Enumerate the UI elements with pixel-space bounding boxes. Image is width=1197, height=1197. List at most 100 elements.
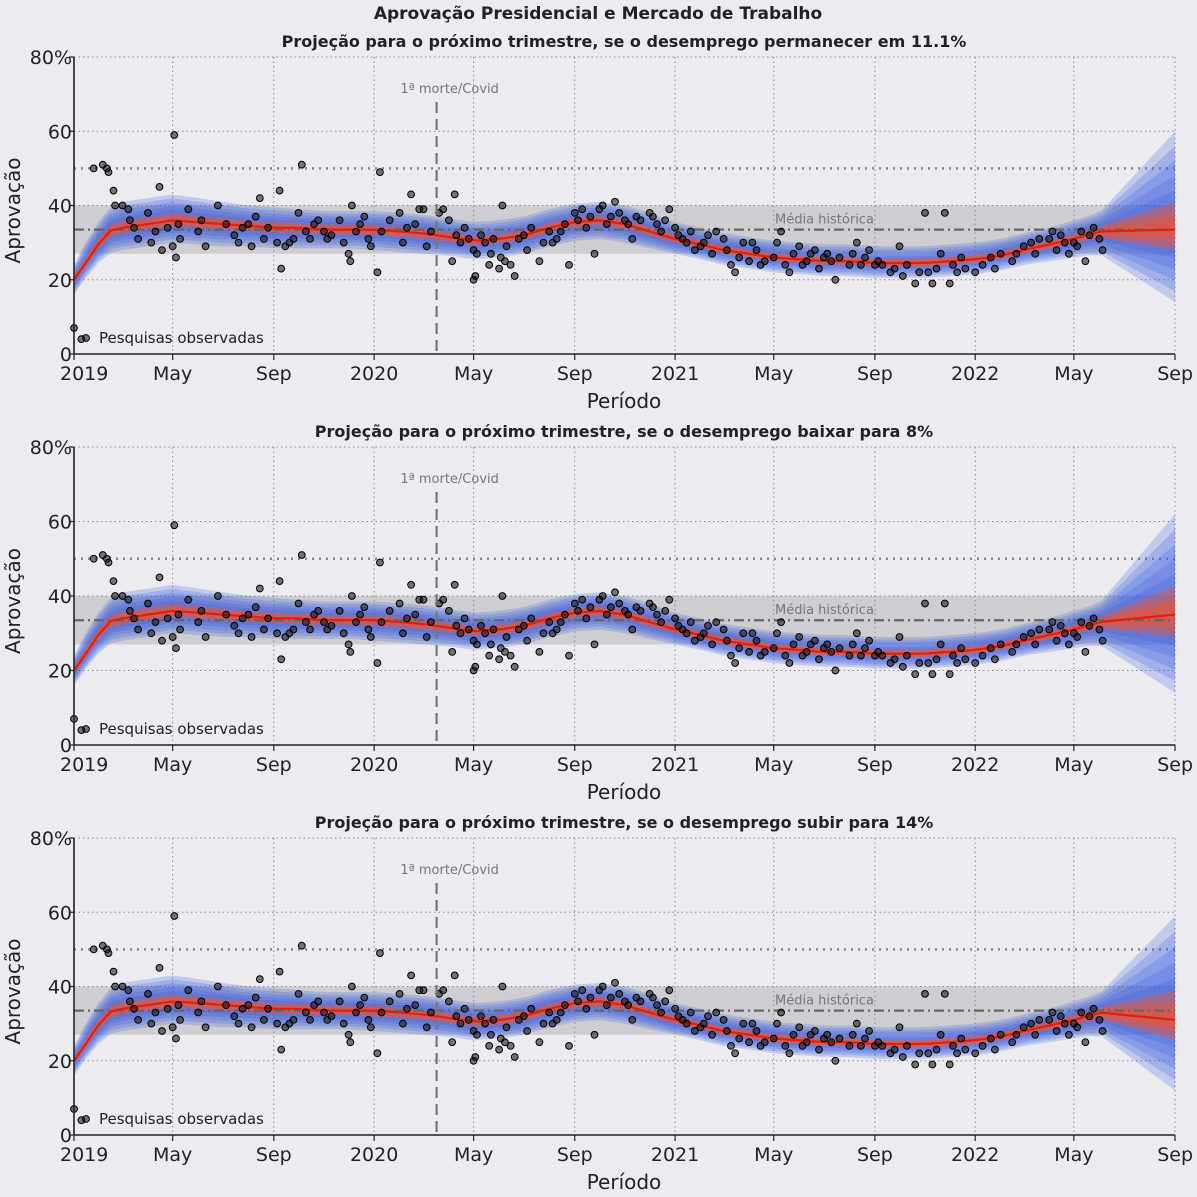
poll-point [277, 1045, 286, 1054]
poll-point [419, 595, 428, 604]
poll-point [385, 216, 394, 225]
poll-point [739, 238, 748, 247]
poll-point [163, 223, 172, 232]
poll-point [176, 625, 185, 634]
poll-point [506, 651, 515, 660]
poll-point [495, 264, 504, 273]
poll-point [653, 1001, 661, 1009]
poll-point [510, 1053, 519, 1061]
poll-point [598, 592, 607, 600]
x-tick-label: 2019 [60, 363, 108, 385]
poll-point [924, 268, 933, 277]
poll-point [448, 1038, 457, 1047]
poll-point [495, 655, 504, 664]
poll-point [174, 220, 183, 229]
poll-point [561, 220, 569, 229]
poll-point [464, 625, 473, 634]
poll-point [399, 1019, 407, 1028]
poll-point [1098, 636, 1107, 645]
historical-band-label: Média histórica [775, 603, 874, 618]
poll-point [1052, 1027, 1061, 1035]
poll-point [344, 249, 353, 258]
poll-point [628, 625, 637, 634]
poll-point [748, 629, 757, 638]
y-tick-label: 20 [48, 1051, 72, 1073]
poll-point [940, 990, 949, 998]
poll-point [811, 636, 819, 645]
poll-point [364, 1016, 373, 1024]
poll-point [194, 227, 203, 236]
poll-point [264, 1004, 273, 1013]
poll-point [1031, 1030, 1040, 1039]
poll-point [915, 268, 924, 277]
poll-point [348, 982, 356, 991]
poll-point [255, 975, 264, 983]
poll-point [502, 633, 511, 641]
poll-point [898, 272, 907, 280]
poll-point [574, 997, 582, 1006]
poll-point [921, 990, 929, 998]
poll-point [615, 599, 624, 608]
historical-band-label: Média histórica [775, 213, 874, 228]
poll-point [422, 633, 431, 641]
poll-point [915, 1049, 924, 1058]
poll-point [602, 1001, 611, 1009]
y-axis-label: Aprovação [1, 548, 25, 654]
poll-point [861, 1034, 869, 1043]
poll-point [986, 1034, 995, 1043]
poll-point [789, 249, 798, 258]
poll-point [665, 595, 674, 604]
poll-point [748, 1019, 757, 1028]
poll-point [552, 1016, 561, 1024]
poll-point [578, 205, 587, 214]
poll-point [427, 1008, 435, 1017]
y-tick-label: 20 [48, 270, 72, 292]
poll-point [723, 636, 731, 645]
poll-point [1052, 636, 1061, 645]
poll-point [366, 242, 375, 251]
poll-point [155, 964, 164, 972]
x-tick-label: Sep [557, 1144, 593, 1166]
poll-point [277, 655, 286, 664]
poll-point [953, 659, 961, 667]
poll-point [176, 1016, 185, 1024]
poll-point [845, 261, 854, 269]
poll-point [953, 1049, 961, 1058]
poll-point [852, 629, 861, 638]
poll-point [535, 1038, 544, 1047]
poll-point [773, 1019, 781, 1028]
poll-point [565, 261, 573, 269]
poll-point [745, 648, 753, 656]
poll-point [147, 629, 156, 638]
poll-point [611, 978, 619, 987]
poll-point [275, 186, 284, 195]
poll-point [978, 1042, 987, 1050]
poll-point [168, 633, 177, 641]
poll-point [125, 216, 134, 225]
poll-point [251, 212, 260, 221]
poll-point [302, 227, 310, 236]
poll-point [760, 1038, 769, 1047]
poll-point [335, 216, 344, 225]
poll-point [356, 220, 365, 229]
poll-point [682, 1019, 691, 1028]
poll-point [320, 1008, 328, 1017]
poll-point [385, 997, 394, 1006]
chart-panel-2: Projeção para o próximo trimestre, se o … [1, 422, 1193, 804]
poll-point [903, 1042, 911, 1050]
poll-point [360, 212, 369, 221]
poll-point [752, 1027, 761, 1035]
poll-point [653, 220, 661, 229]
poll-point [699, 238, 708, 247]
poll-point [924, 1049, 933, 1058]
poll-point [624, 610, 633, 619]
poll-point [411, 220, 420, 229]
poll-point [201, 242, 210, 251]
x-tick-label: 2020 [350, 363, 398, 385]
y-tick-label: 60 [48, 512, 72, 534]
poll-point [294, 209, 303, 217]
poll-point [344, 1030, 353, 1039]
chart-panel-1: Projeção para o próximo trimestre, se o … [1, 32, 1193, 413]
poll-point [1098, 1027, 1107, 1035]
poll-point [719, 235, 728, 243]
